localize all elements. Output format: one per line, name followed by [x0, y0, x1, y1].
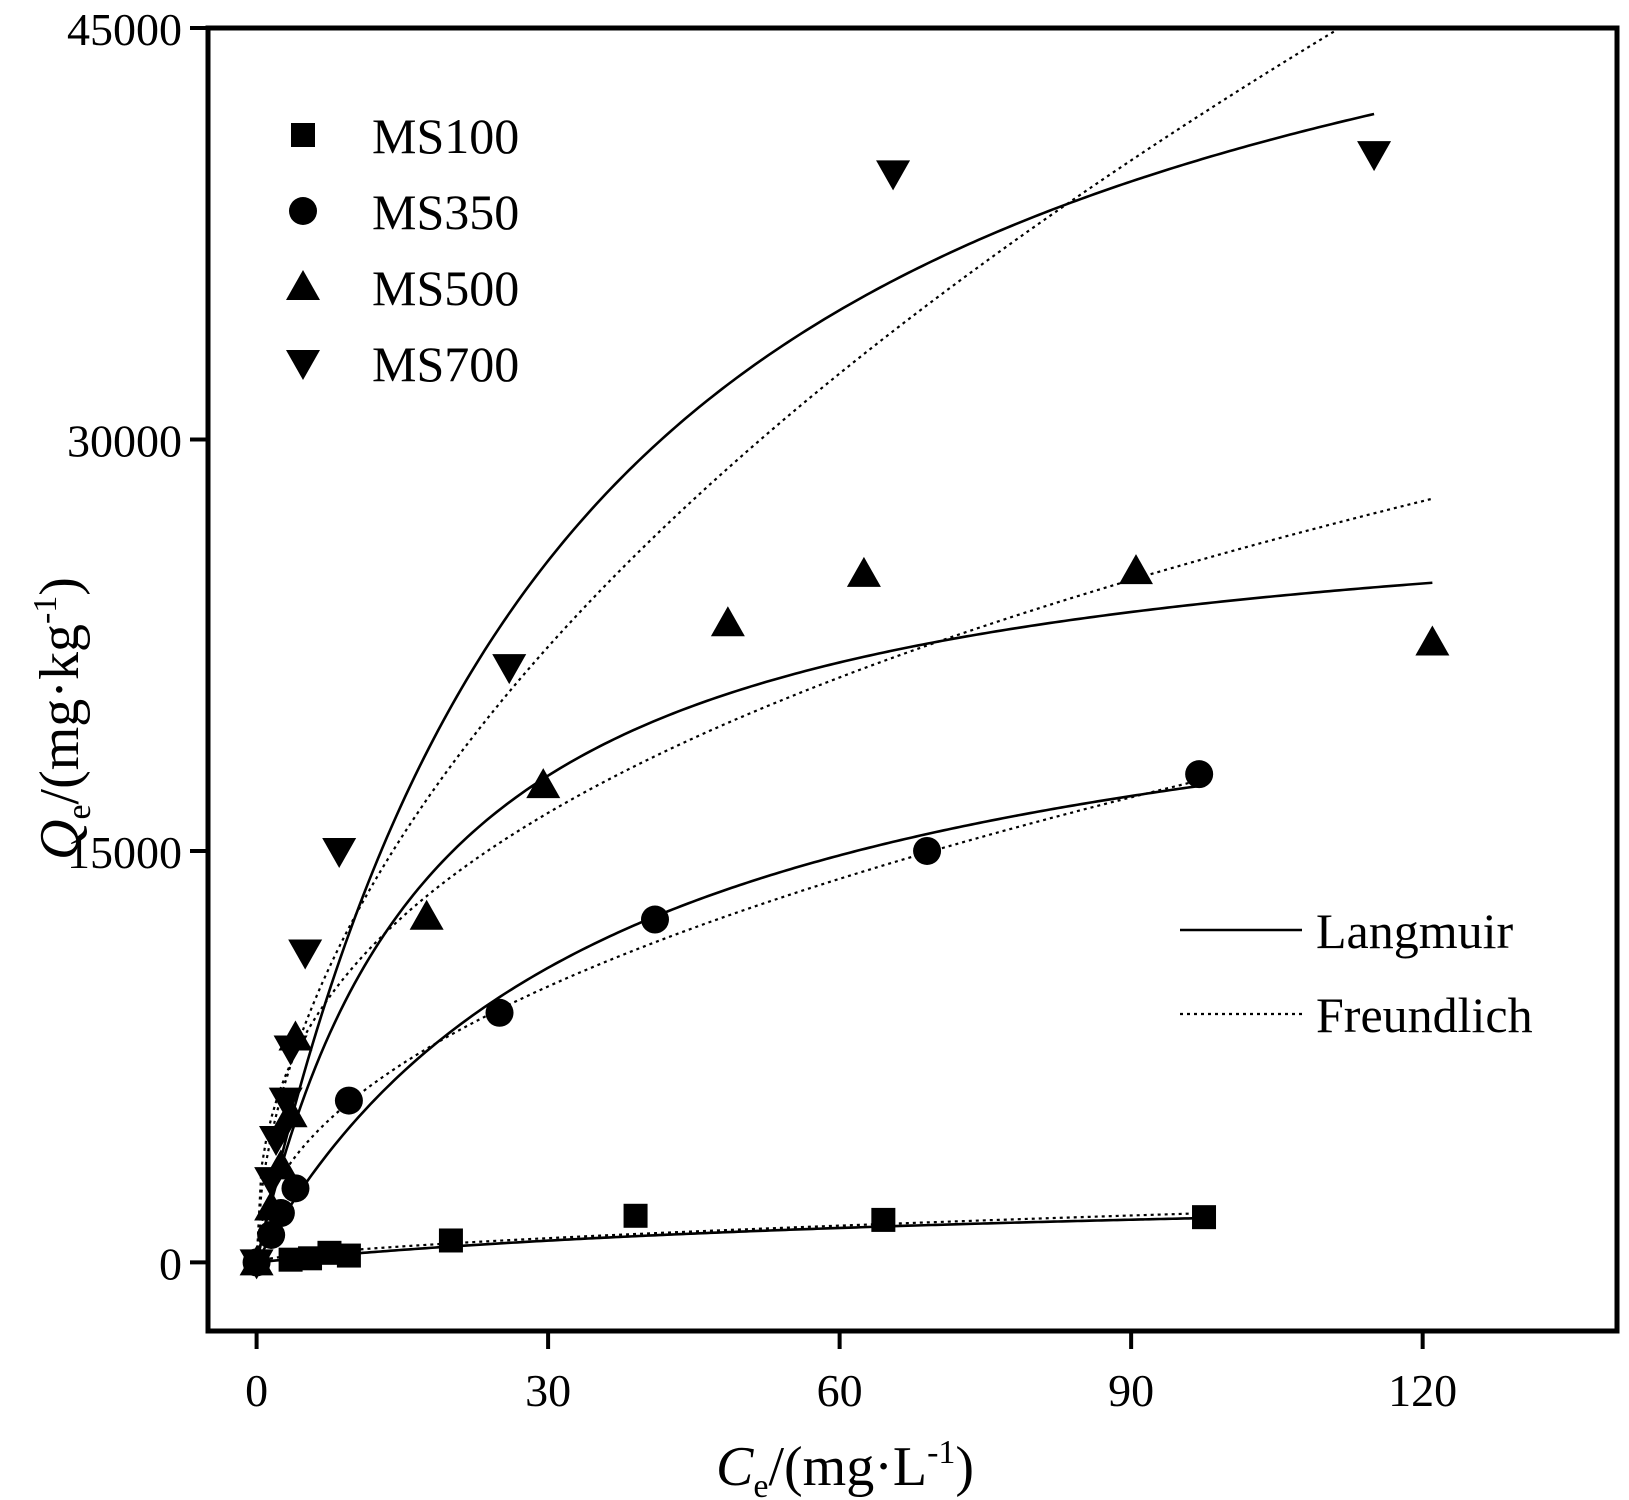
ms100-point-5	[438, 1228, 463, 1253]
ms700-point-1	[254, 1167, 289, 1198]
legend-marker-ms500	[286, 270, 320, 300]
ms100-langmuir-curve	[256, 1216, 1205, 1264]
fit-legend-label-langmuir: Langmuir	[1316, 903, 1514, 959]
legend-label-ms100: MS100	[372, 108, 519, 164]
ms350-point-5	[485, 998, 514, 1027]
ms700-langmuir-curve	[255, 112, 1375, 1263]
x-axis-title: Ce/(mg·L-1)	[716, 1434, 974, 1500]
x-tick-label-60: 60	[817, 1365, 863, 1416]
ms700-point-9	[1357, 141, 1392, 172]
ms700-point-7	[492, 654, 527, 685]
ms100-point-8	[1192, 1205, 1217, 1230]
ms500-point-6	[526, 768, 561, 799]
ms500-point-5	[409, 899, 444, 930]
ms700-point-2	[259, 1125, 294, 1156]
legend-marker-ms350	[289, 197, 317, 225]
legend-marker-ms700	[286, 350, 320, 380]
ms500-freundlich-curve	[255, 497, 1433, 1263]
ms350-point-1	[257, 1220, 286, 1249]
ms100-freundlich-curve	[256, 1212, 1205, 1264]
data-points	[239, 141, 1450, 1280]
fit-legend-label-freundlich: Freundlich	[1316, 987, 1533, 1043]
x-tick-label-120: 120	[1388, 1365, 1457, 1416]
y-tick-label-30000: 30000	[67, 415, 182, 466]
ms350-point-7	[913, 836, 942, 865]
fit-curves	[255, 28, 1433, 1264]
axis-ticks: 0 30 60 90 120 0 15000 30000 45000	[67, 4, 1457, 1416]
ms500-point-8	[846, 556, 881, 587]
ms700-point-6	[322, 837, 357, 868]
ms500-point-10	[1415, 625, 1450, 656]
x-tick-label-0: 0	[245, 1365, 268, 1416]
ms700-point-8	[876, 160, 911, 191]
ms350-point-4	[334, 1086, 363, 1115]
ms700-point-3	[268, 1087, 303, 1118]
legend-label-ms700: MS700	[372, 336, 519, 392]
legend-label-ms350: MS350	[372, 184, 519, 240]
legend-marker-ms100	[291, 123, 315, 147]
series-legend: MS100 MS350 MS500 MS700	[286, 108, 519, 392]
ms500-point-1	[254, 1190, 289, 1221]
y-tick-label-0: 0	[159, 1238, 182, 1289]
fit-legend: Langmuir Freundlich	[1180, 903, 1533, 1043]
x-tick-label-30: 30	[525, 1365, 571, 1416]
y-tick-label-15000: 15000	[67, 827, 182, 878]
ms700-point-0	[239, 1249, 274, 1280]
ms500-point-7	[710, 606, 745, 637]
ms100-point-6	[623, 1203, 648, 1228]
ms350-freundlich-curve	[255, 779, 1200, 1263]
ms700-point-4	[273, 1035, 308, 1066]
ms350-point-6	[640, 905, 669, 934]
ms500-point-9	[1118, 554, 1153, 585]
ms350-point-8	[1185, 760, 1214, 789]
ms700-point-5	[288, 939, 323, 970]
ms350-point-3	[281, 1174, 310, 1203]
ms500-langmuir-curve	[255, 581, 1433, 1263]
y-tick-label-45000: 45000	[67, 4, 182, 55]
ms500-point-3	[273, 1097, 308, 1128]
ms100-point-7	[871, 1207, 896, 1232]
plot-frame	[205, 25, 1620, 1334]
ms350-langmuir-curve	[255, 784, 1200, 1264]
x-tick-label-90: 90	[1108, 1365, 1154, 1416]
ms100-point-4	[336, 1243, 361, 1268]
y-axis-title: Qe/(mg·kg-1)	[27, 577, 98, 860]
legend-label-ms500: MS500	[372, 260, 519, 316]
